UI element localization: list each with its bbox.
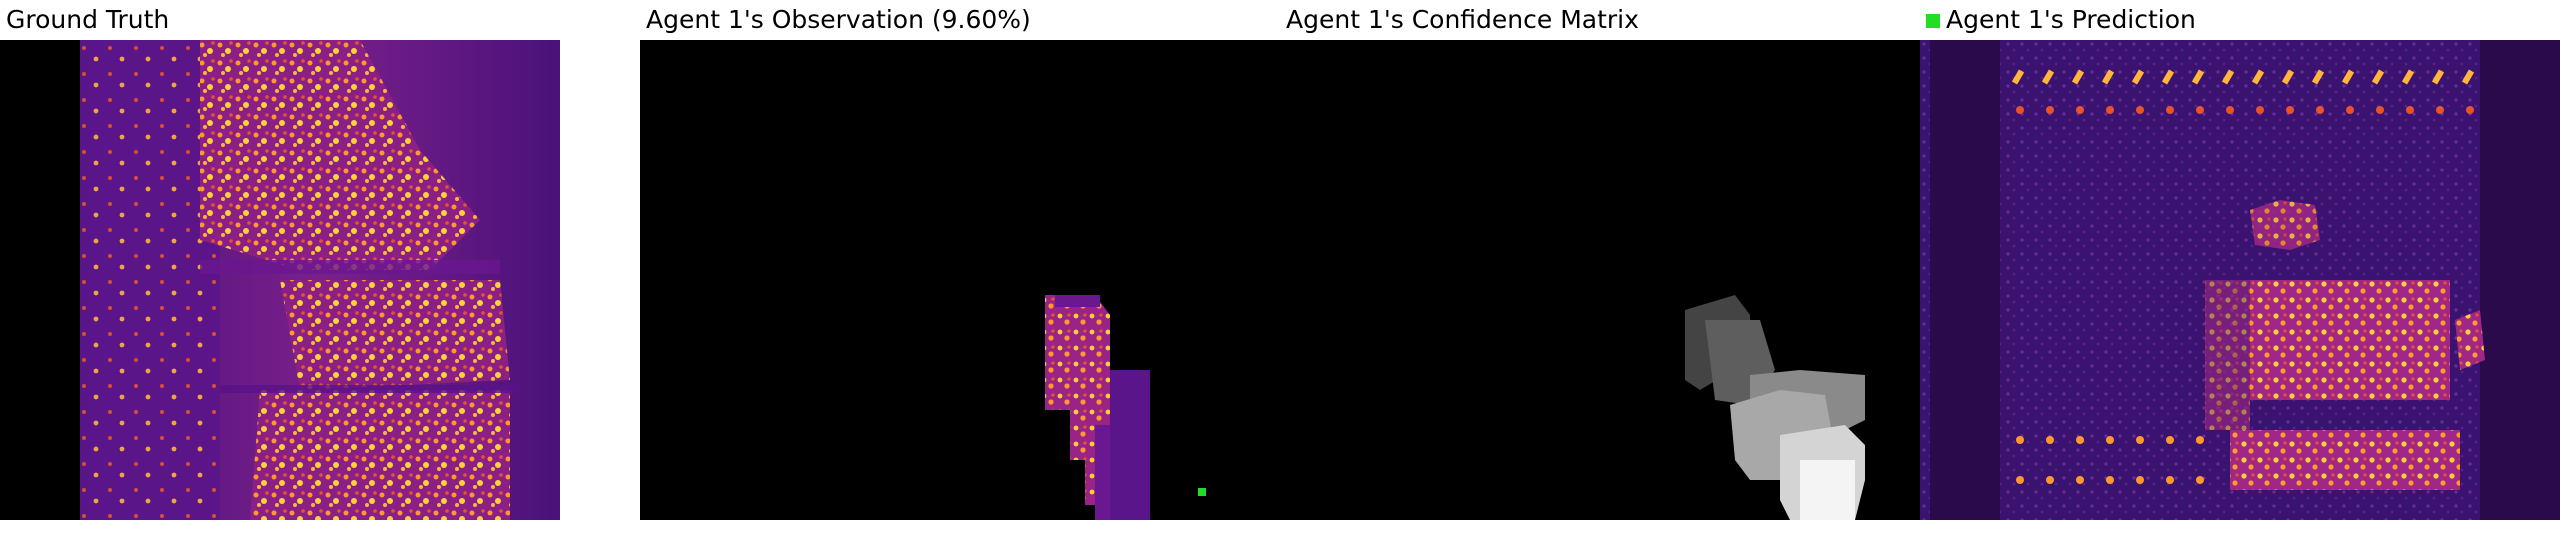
panels-row — [0, 40, 2560, 520]
observation-title: Agent 1's Observation (9.60%) — [646, 5, 1031, 34]
confidence-matrix-image — [1280, 40, 1920, 520]
prediction-title-label: Agent 1's Prediction — [1946, 5, 2196, 34]
agent-marker-icon — [1198, 488, 1206, 496]
prediction-panel — [1920, 40, 2560, 520]
observation-panel — [640, 40, 1280, 520]
ground-truth-image — [80, 40, 560, 520]
ground-truth-panel — [0, 40, 560, 520]
prediction-image — [1920, 40, 2560, 520]
prediction-title: Agent 1's Prediction — [1926, 2, 2196, 38]
panel-titles: Ground Truth Agent 1's Observation (9.60… — [0, 0, 2560, 40]
confidence-title: Agent 1's Confidence Matrix — [1286, 5, 1639, 34]
ground-truth-title: Ground Truth — [6, 5, 170, 34]
confidence-panel — [1280, 40, 1920, 520]
observation-image — [640, 40, 1280, 520]
agent-legend-swatch-icon — [1926, 14, 1940, 28]
